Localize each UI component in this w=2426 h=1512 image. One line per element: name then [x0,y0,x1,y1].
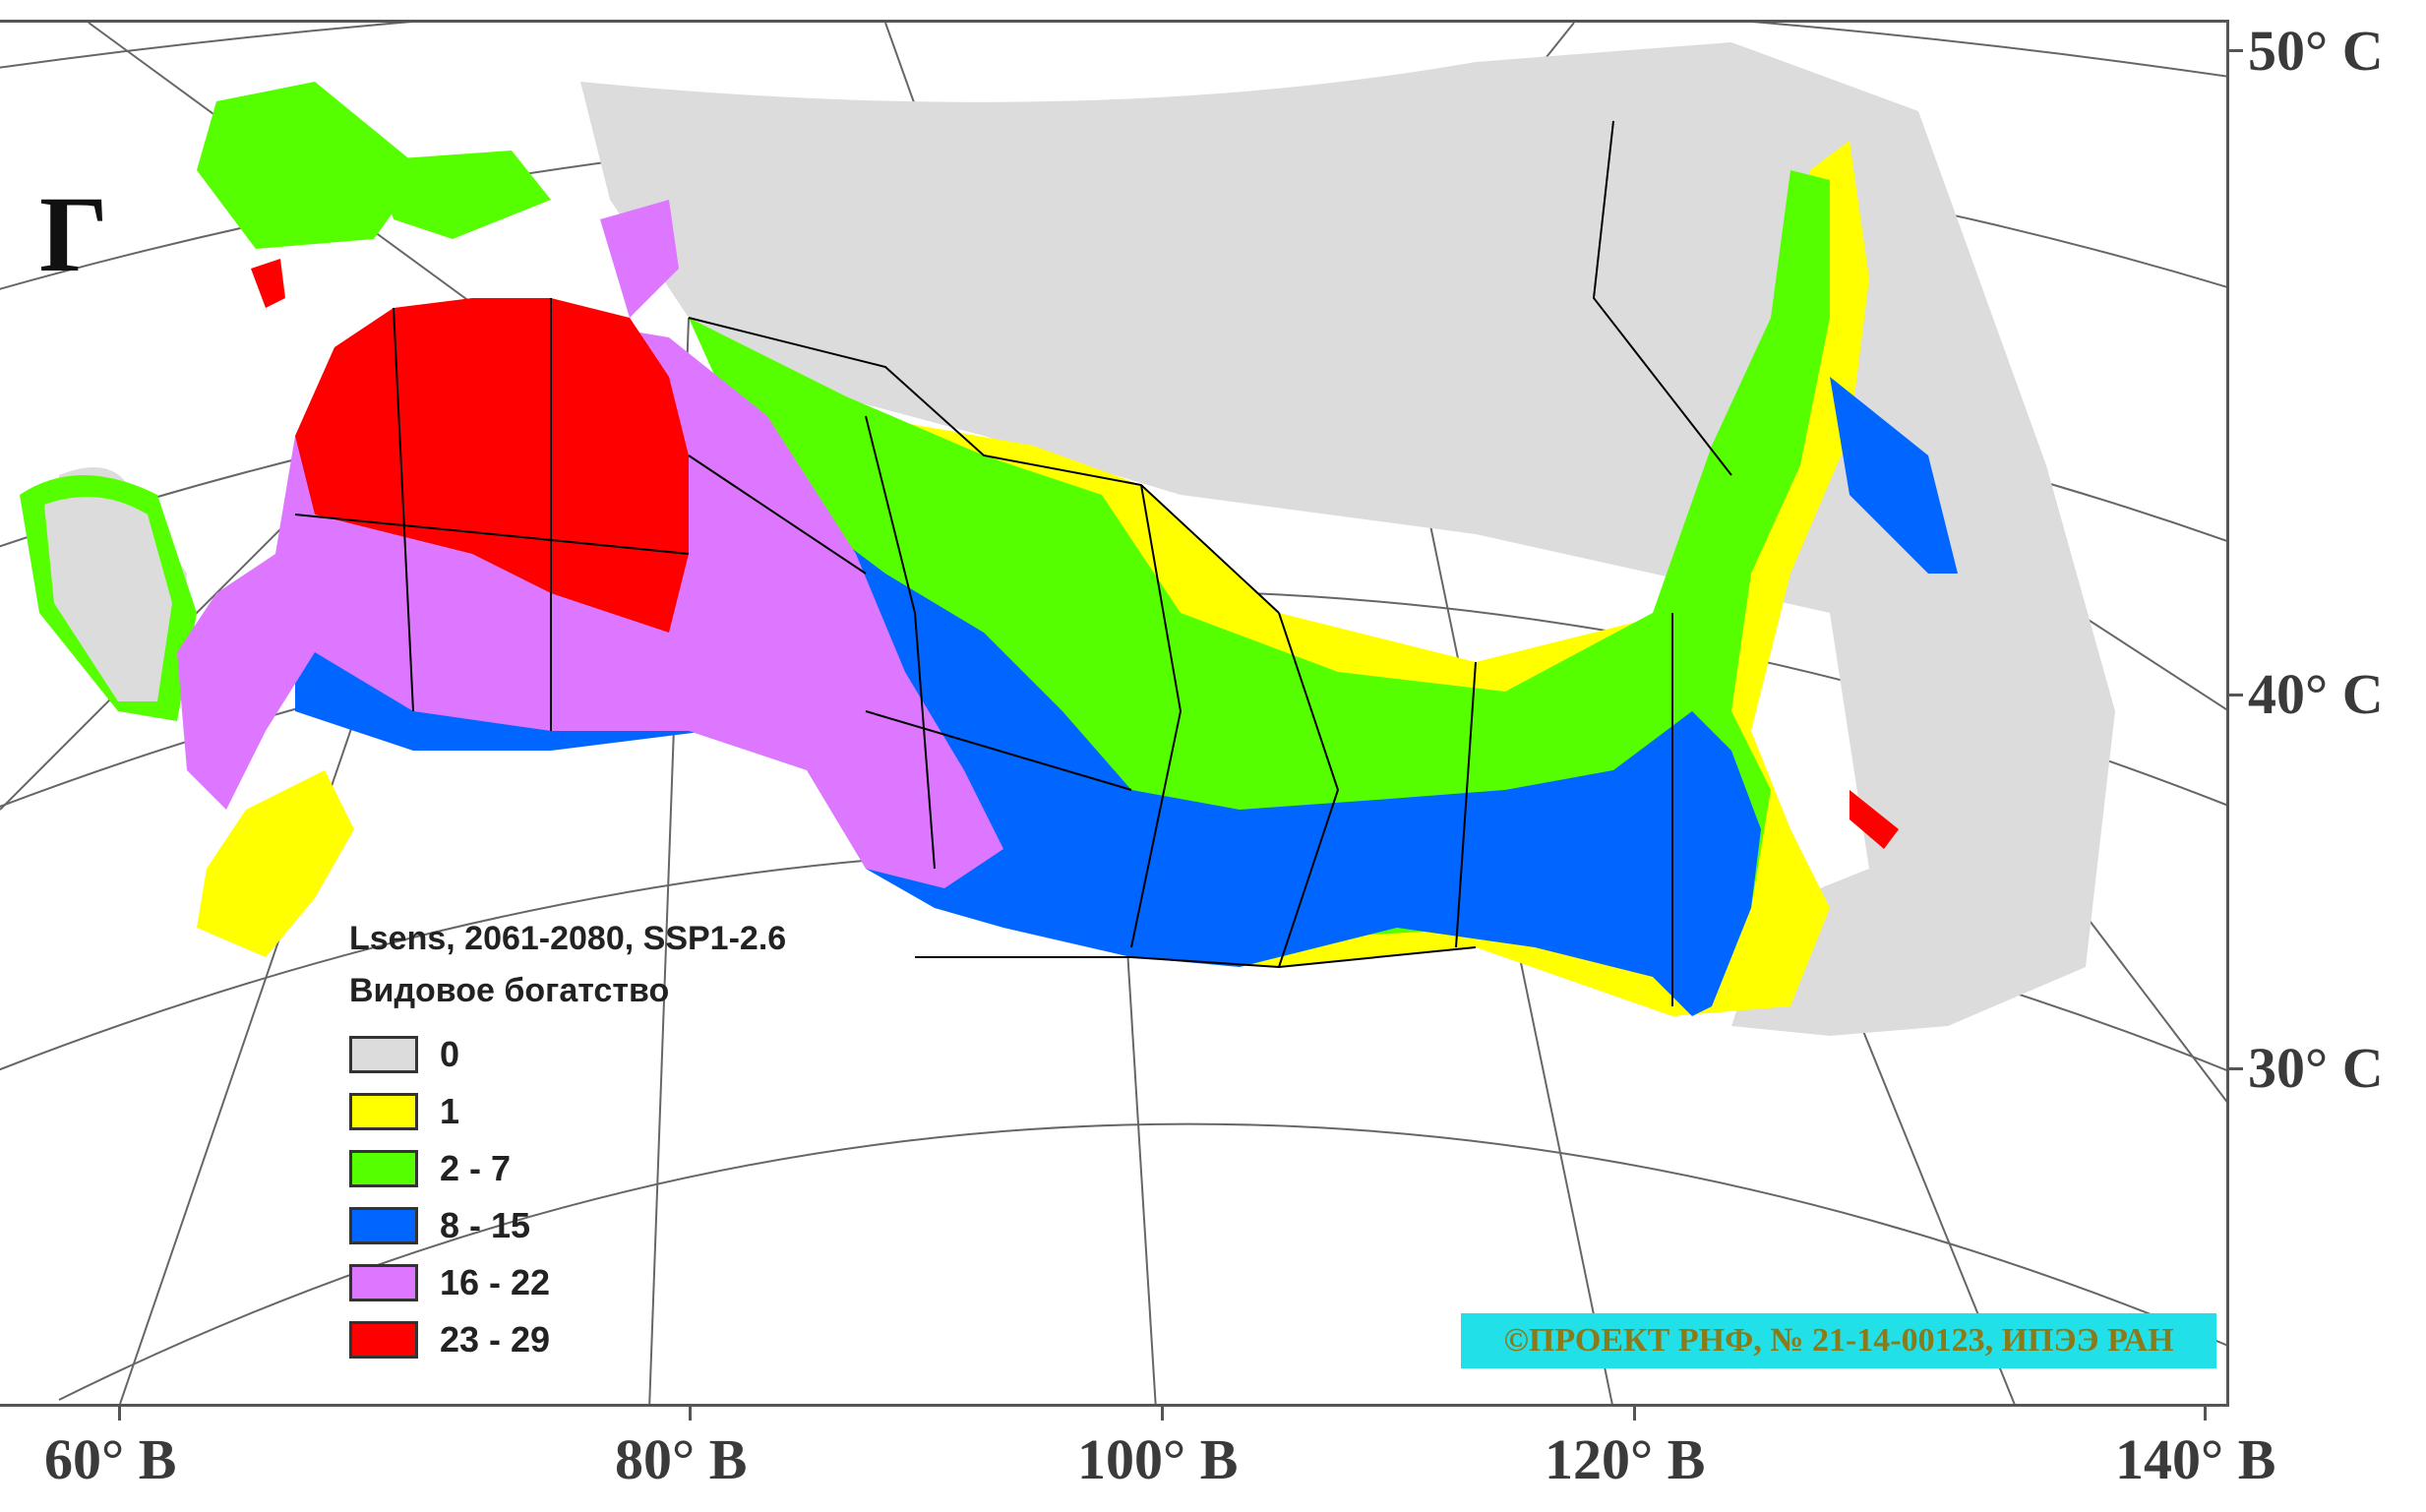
boundary-line [865,710,1132,791]
map-frame [0,20,2229,1407]
admin-boundaries [294,120,1732,1006]
legend-title-variable: Видовое богатство [349,972,670,1009]
longitude-label: 140° В [2115,1427,2276,1491]
boundary-line [688,454,867,575]
legend-item: 0 [349,1026,786,1083]
boundary-line [915,946,1477,969]
zone-class-8-15 [1830,377,1958,574]
longitude-tick [118,1407,121,1421]
parallel-line [58,1122,2226,1401]
boundary-line [1130,484,1183,948]
zone-class-0 [44,497,172,701]
legend-label: 1 [440,1091,460,1131]
latitude-label: 50° С [2248,19,2384,83]
legend-label: 8 - 15 [440,1205,531,1245]
panel-letter: Г [39,174,108,294]
longitude-tick [689,1407,692,1421]
boundary-line [393,307,414,712]
zone-class-0 [580,42,2115,1036]
latitude-tick [2229,1067,2243,1070]
longitude-tick [1633,1407,1636,1421]
zone-class-2-7 [197,82,423,249]
boundary-line [1278,612,1340,968]
longitude-tick [2204,1407,2207,1421]
latitude-label: 40° С [2248,662,2384,726]
zone-class-1 [197,770,354,957]
zone-class-23-29 [1850,790,1899,849]
legend-item: 2 - 7 [349,1140,786,1197]
boundary-line [1455,661,1477,948]
latitude-label: 30° С [2248,1036,2384,1100]
longitude-label: 60° В [44,1427,177,1491]
map-canvas [0,23,2226,1404]
legend-label: 23 - 29 [440,1319,551,1360]
boundary-line [688,317,1280,614]
legend-label: 0 [440,1034,460,1074]
credit-banner: ©ПРОЕКТ РНФ, № 21-14-00123, ИПЭЭ РАН [1461,1313,2216,1368]
legend-title-model: Lsens, 2061-2080, SSP1-2.6 [349,920,787,957]
legend-item: 8 - 15 [349,1197,786,1254]
zone-class-23-29 [251,259,285,308]
legend-label: 16 - 22 [440,1262,551,1302]
legend-label: 2 - 7 [440,1148,512,1188]
boundary-line [865,415,936,870]
boundary-line [294,514,690,555]
legend-swatch [349,1321,418,1359]
legend-swatch [349,1150,418,1187]
longitude-tick [1161,1407,1164,1421]
legend-item: 23 - 29 [349,1311,786,1368]
zone-class-16-22 [600,200,679,318]
longitude-label: 120° В [1545,1427,1706,1491]
boundary-line [1592,120,1732,476]
legend-swatch [349,1036,418,1073]
legend-swatch [349,1264,418,1301]
parallel-line [0,23,2226,78]
zone-class-23-29 [295,298,689,633]
zone-class-2-7 [374,151,551,239]
legend-item: 1 [349,1083,786,1140]
legend: Lsens, 2061-2080, SSP1-2.6 Видовое богат… [349,920,786,1368]
longitude-label: 100° В [1077,1427,1239,1491]
legend-swatch [349,1207,418,1244]
latitude-tick [2229,694,2243,696]
latitude-tick [2229,49,2243,52]
legend-item: 16 - 22 [349,1254,786,1311]
longitude-label: 80° В [615,1427,748,1491]
legend-swatch [349,1093,418,1130]
